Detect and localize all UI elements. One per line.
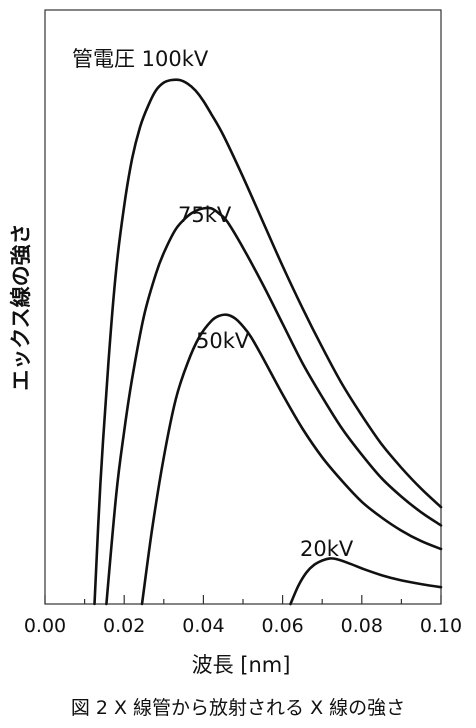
series-label-75kv: 75kV [178, 203, 232, 227]
figure-caption: 図 2 X 線管から放射される X 線の強さ [71, 697, 405, 719]
series-label-20kv: 20kV [300, 537, 354, 561]
series-label-100kv: 管電圧 100kV [72, 47, 209, 71]
x-tick-label: 0.06 [261, 615, 303, 637]
x-tick-label: 0.04 [182, 615, 224, 637]
x-axis-ticks: 0.00 0.02 0.04 0.06 0.08 0.10 [24, 595, 462, 637]
curve-20kv [289, 557, 443, 606]
x-tick-label: 0.02 [103, 615, 145, 637]
series-curves [93, 78, 443, 606]
curve-50kv [140, 313, 443, 606]
x-tick-label: 0.08 [341, 615, 383, 637]
x-tick-label: 0.00 [24, 615, 66, 637]
y-axis-title: エックス線の強さ [9, 223, 33, 390]
series-label-50kv: 50kV [196, 329, 250, 353]
curve-100kv [93, 78, 443, 606]
x-tick-label: 0.10 [420, 615, 462, 637]
curve-75kv [105, 206, 443, 606]
plot-frame [44, 9, 442, 605]
x-axis-title: 波長 [nm] [192, 653, 291, 677]
